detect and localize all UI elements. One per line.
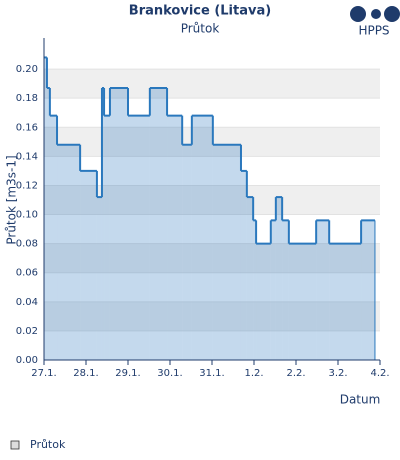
legend-label: Průtok xyxy=(30,438,66,451)
logo-circle xyxy=(384,6,400,22)
x-tick-label: 3.2. xyxy=(328,368,347,379)
area-step xyxy=(44,57,47,361)
y-tick-label: 0.18 xyxy=(16,93,38,104)
grid-band xyxy=(44,243,380,273)
area-step xyxy=(49,115,58,361)
y-tick-label: 0.06 xyxy=(16,268,38,279)
y-tick-label: 0.16 xyxy=(16,122,38,133)
area-step xyxy=(361,220,375,360)
area-step xyxy=(149,88,168,360)
y-tick-label: 0.08 xyxy=(16,239,38,250)
area-step xyxy=(109,88,128,360)
area-step xyxy=(246,197,254,360)
area-step xyxy=(57,144,81,360)
x-tick-label: 27.1. xyxy=(31,368,56,379)
area-step xyxy=(275,197,283,360)
grid-band xyxy=(44,301,380,331)
x-tick-label: 2.2. xyxy=(286,368,305,379)
y-tick-label: 0.02 xyxy=(16,326,38,337)
y-tick-label: 0.04 xyxy=(16,297,38,308)
area-step xyxy=(96,197,102,360)
area-step xyxy=(270,220,276,360)
area-step xyxy=(182,144,192,360)
area-step xyxy=(167,115,183,361)
logo-text: HPPS xyxy=(358,24,389,38)
y-tick-label: 0.12 xyxy=(16,180,38,191)
x-tick-label: 29.1. xyxy=(115,368,140,379)
y-tick-label: 0.14 xyxy=(16,151,38,162)
area-step xyxy=(101,88,105,360)
logo-circle xyxy=(371,9,381,19)
area-step xyxy=(212,144,241,360)
area-step xyxy=(104,115,110,361)
area-step xyxy=(288,243,317,360)
legend-swatch xyxy=(10,440,20,450)
x-tick-label: 1.2. xyxy=(244,368,263,379)
x-tick-label: 28.1. xyxy=(73,368,98,379)
chart-title: Brankovice (Litava) xyxy=(129,4,271,19)
x-tick-label: 30.1. xyxy=(157,368,182,379)
grid-band xyxy=(44,69,380,99)
y-tick-label: 0.00 xyxy=(16,355,38,366)
x-tick-label: 31.1. xyxy=(199,368,224,379)
area-step xyxy=(329,243,362,360)
area-step xyxy=(240,170,247,360)
area-step xyxy=(316,220,330,360)
area-step xyxy=(256,243,271,360)
logo-circle xyxy=(350,6,366,22)
y-tick-label: 0.20 xyxy=(16,64,38,75)
chart-subtitle: Průtok xyxy=(181,22,220,36)
y-tick-label: 0.10 xyxy=(16,210,38,221)
area-step xyxy=(191,115,213,361)
area-step xyxy=(46,88,50,360)
grid-band xyxy=(44,185,380,215)
area-step xyxy=(253,220,257,360)
logo: HPPS xyxy=(350,6,400,38)
area-step xyxy=(80,170,97,360)
x-tick-label: 4.2. xyxy=(370,368,389,379)
area-step xyxy=(282,220,289,360)
y-axis-label: Průtok [m3s-1] xyxy=(5,155,19,244)
x-axis-label: Datum xyxy=(340,393,381,407)
area-step xyxy=(128,115,150,361)
